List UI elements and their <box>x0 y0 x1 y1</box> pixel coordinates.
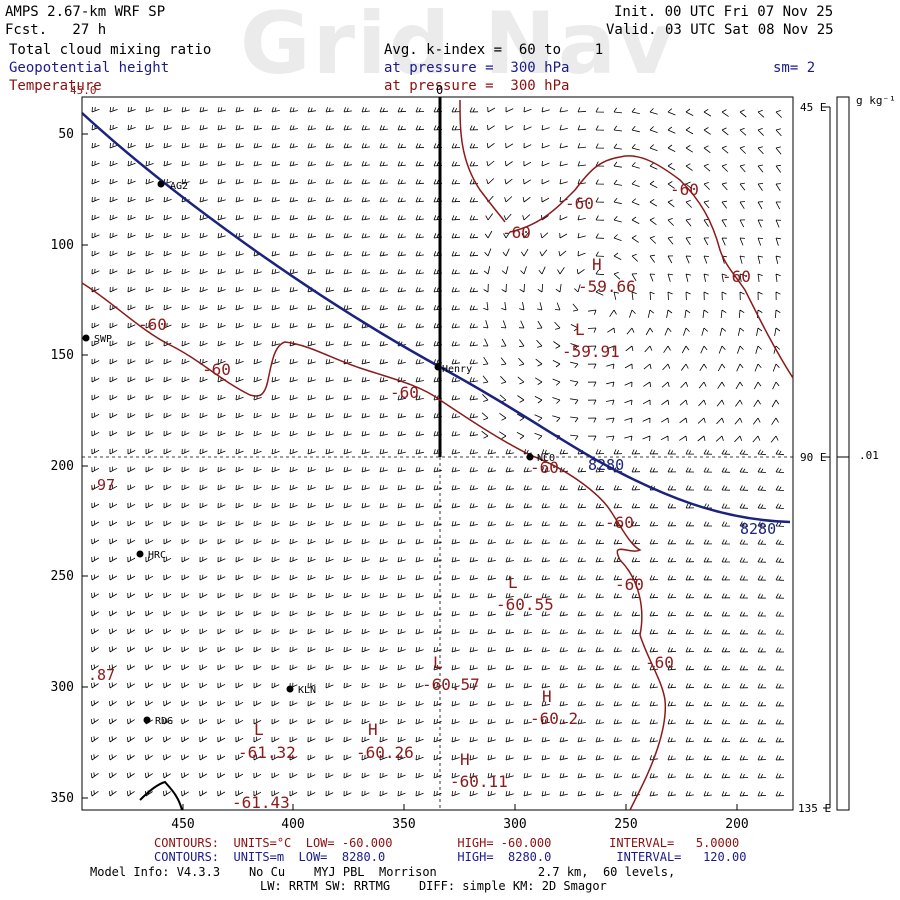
extrema-value: -60.55 <box>496 595 554 614</box>
extrema-letter: H <box>542 687 552 706</box>
temp-label: -60 <box>605 513 634 532</box>
temp-label: -60 <box>670 180 699 199</box>
colorbar-units: g kg⁻¹ <box>856 94 896 107</box>
extrema-value: -60.11 <box>450 772 508 791</box>
extrema-value: -61.43 <box>232 793 290 812</box>
extrema-value: -61.32 <box>238 743 296 762</box>
height-contour-8280 <box>81 112 791 524</box>
temp-label: -60 <box>565 194 594 213</box>
smoothing-label: sm= 2 <box>773 60 816 76</box>
station-ag2: AG2 <box>170 181 188 192</box>
temp-label: -60 <box>202 360 231 379</box>
colorbar-value: .01 <box>859 449 879 462</box>
temp-label: -60 <box>530 458 559 477</box>
extrema-letter: L <box>254 720 264 739</box>
x-tick-label: 250 <box>614 817 637 832</box>
extrema-value: -60.57 <box>422 675 480 694</box>
y-tick-label: 300 <box>51 680 74 695</box>
physics-info: LW: RRTM SW: RRTMG DIFF: simple KM: 2D S… <box>260 879 607 893</box>
station-kln: KLN <box>298 685 316 696</box>
y-tick-label: 150 <box>51 348 74 363</box>
field-temperature: Temperature <box>9 78 102 94</box>
extrema-value: -60.2 <box>530 709 578 728</box>
temp-label: -60 <box>502 223 531 242</box>
extrema-value: -59.91 <box>562 342 620 361</box>
watermark: Grid Nav <box>240 0 677 94</box>
station-nco: NCO <box>537 453 555 464</box>
y-tick-label: 50 <box>58 127 74 142</box>
model-title: AMPS 2.67-km WRF SP <box>5 4 166 20</box>
y-tick-label: 250 <box>51 569 74 584</box>
colorbar-left-label: 135 E <box>798 802 831 815</box>
wind-barb-path <box>90 106 785 797</box>
extrema-letter: L <box>575 320 585 339</box>
corner-label: 45.0 <box>70 84 97 97</box>
colorbar-left-label: 90 E <box>800 451 827 464</box>
height-label: 8280 <box>588 456 624 474</box>
x-tick-label: 300 <box>503 817 526 832</box>
field-cloud-mixing: Total cloud mixing ratio <box>9 42 212 58</box>
extrema-letter: H <box>368 720 378 739</box>
model-info: Model Info: V4.3.3 No Cu MYJ PBL Morriso… <box>90 865 676 879</box>
temp-label: -60 <box>645 653 674 672</box>
temp-label: -60 <box>615 575 644 594</box>
temperature-contours <box>81 99 794 811</box>
plot-frame <box>81 96 794 811</box>
station-swp: SWP <box>94 334 112 345</box>
x-tick-label: 350 <box>392 817 415 832</box>
k-index-range: Avg. k-index = 60 to 1 <box>384 42 604 58</box>
station-markers <box>82 180 534 724</box>
x-tick-label: 200 <box>725 817 748 832</box>
coastline <box>139 780 183 811</box>
x-tick-label: 450 <box>171 817 194 832</box>
extrema-letter: L <box>433 653 443 672</box>
y-tick-label: 350 <box>51 791 74 806</box>
station-rdg: RDG <box>155 716 173 727</box>
height-label: 8280 <box>740 520 776 538</box>
field-geopotential: Geopotential height <box>9 60 170 76</box>
y-tick-label: 100 <box>51 238 74 253</box>
temp-label: -60 <box>722 267 751 286</box>
pressure-level-height: at pressure = 300 hPa <box>384 60 570 76</box>
valid-time: Valid. 03 UTC Sat 08 Nov 25 <box>606 22 834 38</box>
wind-barbs <box>90 106 785 797</box>
temp-contour-info: CONTOURS: UNITS=°C LOW= -60.000 HIGH= -6… <box>154 836 740 850</box>
x-tick-label: 400 <box>281 817 304 832</box>
y-tick-label: 200 <box>51 459 74 474</box>
station-hrc: HRC <box>148 550 166 561</box>
station-henry: Henry <box>442 364 472 375</box>
edge-label: .97 <box>88 476 115 494</box>
pressure-level-temp: at pressure = 300 hPa <box>384 78 570 94</box>
extrema-letter: L <box>508 573 518 592</box>
forecast-hour: Fcst. 27 h <box>5 22 107 38</box>
extrema-letter: H <box>592 255 602 274</box>
height-contour-info: CONTOURS: UNITS=m LOW= 8280.0 HIGH= 8280… <box>154 850 747 864</box>
temp-label: -60 <box>138 315 167 334</box>
colorbar-left-label: 45 E <box>800 101 827 114</box>
temp-label: -60 <box>390 383 419 402</box>
init-time: Init. 00 UTC Fri 07 Nov 25 <box>614 4 834 20</box>
extrema-value: -60.26 <box>356 743 414 762</box>
extrema-value: -59.66 <box>578 277 636 296</box>
colorbar <box>823 96 850 811</box>
extrema-letter: H <box>460 750 470 769</box>
edge-label: .87 <box>88 666 115 684</box>
section-top-label: 0 <box>436 83 443 97</box>
